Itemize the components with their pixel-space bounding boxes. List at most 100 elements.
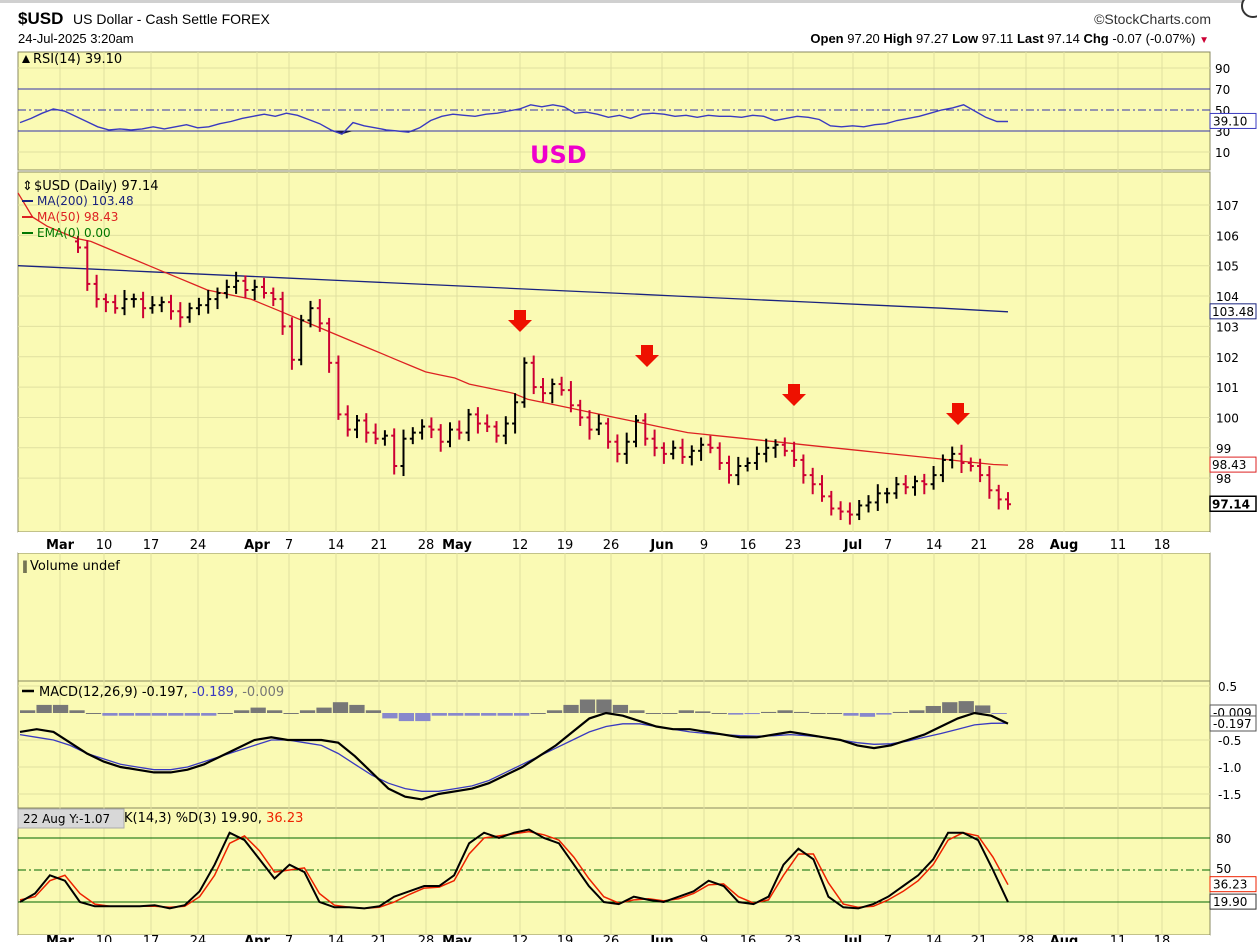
ohlc-bar — [902, 475, 909, 495]
macd-histogram-bar — [909, 710, 925, 713]
ohlc-bar — [409, 427, 416, 445]
ohlc-bar — [549, 378, 556, 404]
ohlc-bar — [874, 484, 881, 511]
sell-signal-arrow-icon — [635, 345, 659, 367]
ohlc-bar — [270, 287, 277, 307]
macd-histogram-bar — [398, 713, 414, 722]
ohlc-bar — [995, 484, 1002, 510]
macd-histogram-bar — [365, 710, 382, 713]
macd-histogram-bar — [332, 702, 349, 713]
macd-histogram-bar — [645, 713, 661, 714]
macd-histogram-bar — [36, 704, 52, 713]
macd-histogram-bar — [151, 713, 167, 716]
x-tick-label-bottom: 14 — [926, 934, 943, 942]
x-tick-label-bottom: 24 — [190, 934, 207, 942]
x-tick-label-bottom: 28 — [1018, 934, 1035, 942]
macd-histogram-bar — [793, 711, 810, 713]
macd-histogram-bar — [662, 713, 678, 714]
x-tick-label-bottom: 17 — [143, 934, 160, 942]
ohlc-bar — [437, 424, 444, 452]
ohlc-bar — [791, 441, 798, 467]
macd-histogram-bar — [316, 707, 332, 713]
ohlc-bar — [363, 413, 370, 443]
macd-histogram-bar — [958, 701, 974, 713]
rsi-y-tick: 70 — [1215, 83, 1230, 97]
ohlc-bar — [753, 446, 760, 470]
sell-signal-arrow-icon — [782, 384, 806, 406]
macd-histogram-bar — [201, 713, 217, 716]
stoch-tag-text: 19.90 — [1213, 895, 1247, 909]
macd-histogram-bar — [761, 711, 777, 713]
x-tick-label-bottom: 19 — [557, 934, 574, 942]
ohlc-bar — [986, 466, 993, 499]
ohlc-bar — [958, 444, 965, 473]
x-tick-label: Mar — [46, 538, 75, 553]
ohlc-bar — [698, 437, 705, 461]
panel-rsi-bg — [17, 51, 1211, 171]
macd-histogram-bar — [234, 710, 250, 713]
macd-histogram-bar — [514, 713, 530, 716]
ohlc-bar — [1005, 492, 1011, 510]
x-tick-label: Aug — [1050, 538, 1079, 553]
macd-histogram-bar — [612, 704, 629, 713]
symbol-title: $USD — [18, 9, 64, 28]
macd-title-main: MACD(12,26,9) -0.197, — [39, 685, 192, 700]
ohlc-bar — [316, 299, 323, 332]
legend-label: MA(200) 103.48 — [37, 194, 134, 208]
x-tick-label: Jul — [843, 538, 863, 553]
ohlc-bar — [177, 302, 184, 328]
price-panel-icon: ⇕ — [22, 179, 33, 194]
ohlc-bar — [567, 381, 574, 413]
ohlc-bar — [381, 430, 388, 446]
high-value: 97.27 — [915, 31, 949, 46]
ohlc-bar — [837, 501, 844, 521]
macd-histogram-bar — [629, 710, 645, 713]
ohlc-bar — [651, 429, 658, 457]
ohlc-bar — [140, 291, 147, 319]
ohlc-bar — [214, 287, 221, 310]
ma200-line — [17, 265, 1009, 313]
rsi-value-tag-text: 39.10 — [1213, 114, 1247, 128]
x-tick-label-bottom: Jul — [843, 934, 863, 942]
macd-tag — [1209, 715, 1257, 732]
crosshair-tooltip-text: 22 Aug Y:-1.07 — [23, 812, 110, 826]
ohlc-bar — [195, 297, 202, 316]
macd-histogram-bar — [728, 713, 744, 715]
open-value: 97.20 — [847, 31, 880, 46]
price-title: $USD (Daily) 97.14 — [34, 179, 159, 194]
ohlc-bar — [121, 289, 128, 316]
stoch-tag — [1209, 876, 1257, 893]
volume-title: Volume undef — [30, 559, 120, 574]
ohlc-bar — [744, 457, 751, 472]
x-tick-label-bottom: Jun — [649, 934, 673, 942]
macd-histogram-bar — [102, 713, 118, 716]
ohlc-bar — [84, 240, 91, 291]
stoch-k-line — [19, 828, 1009, 910]
ohlc-bar — [828, 490, 835, 516]
ohlc-bar — [949, 446, 956, 469]
ohlc-bar — [623, 432, 630, 464]
price-y-tick: 102 — [1216, 351, 1239, 365]
ohlc-bar — [707, 435, 714, 454]
x-tick-label: 19 — [557, 538, 574, 553]
macd-histogram-bar — [349, 704, 365, 713]
macd-histogram-bar — [431, 713, 447, 716]
low-value: 97.11 — [981, 31, 1014, 46]
ohlc-bar — [223, 279, 230, 299]
macd-histogram-bar — [530, 713, 546, 714]
corner-button-icon[interactable] — [1241, 0, 1257, 18]
ohlc-bar — [279, 291, 286, 335]
last-label: Last — [1016, 31, 1044, 46]
macd-y-tick: -1.0 — [1218, 761, 1241, 775]
price-tag-text: 103.48 — [1212, 305, 1254, 319]
x-tick-label-bottom: 11 — [1110, 934, 1127, 942]
legend-label: MA(50) 98.43 — [37, 210, 118, 224]
ohlc-bar — [168, 294, 174, 320]
ohlc-bar — [112, 294, 119, 314]
macd-histogram-bar — [283, 713, 299, 714]
ohlc-bar — [735, 456, 742, 486]
macd-histogram-bar — [382, 713, 398, 719]
ohlc-bar — [251, 279, 258, 300]
macd-histogram-bar — [250, 707, 266, 713]
macd-histogram-bar — [464, 713, 480, 716]
